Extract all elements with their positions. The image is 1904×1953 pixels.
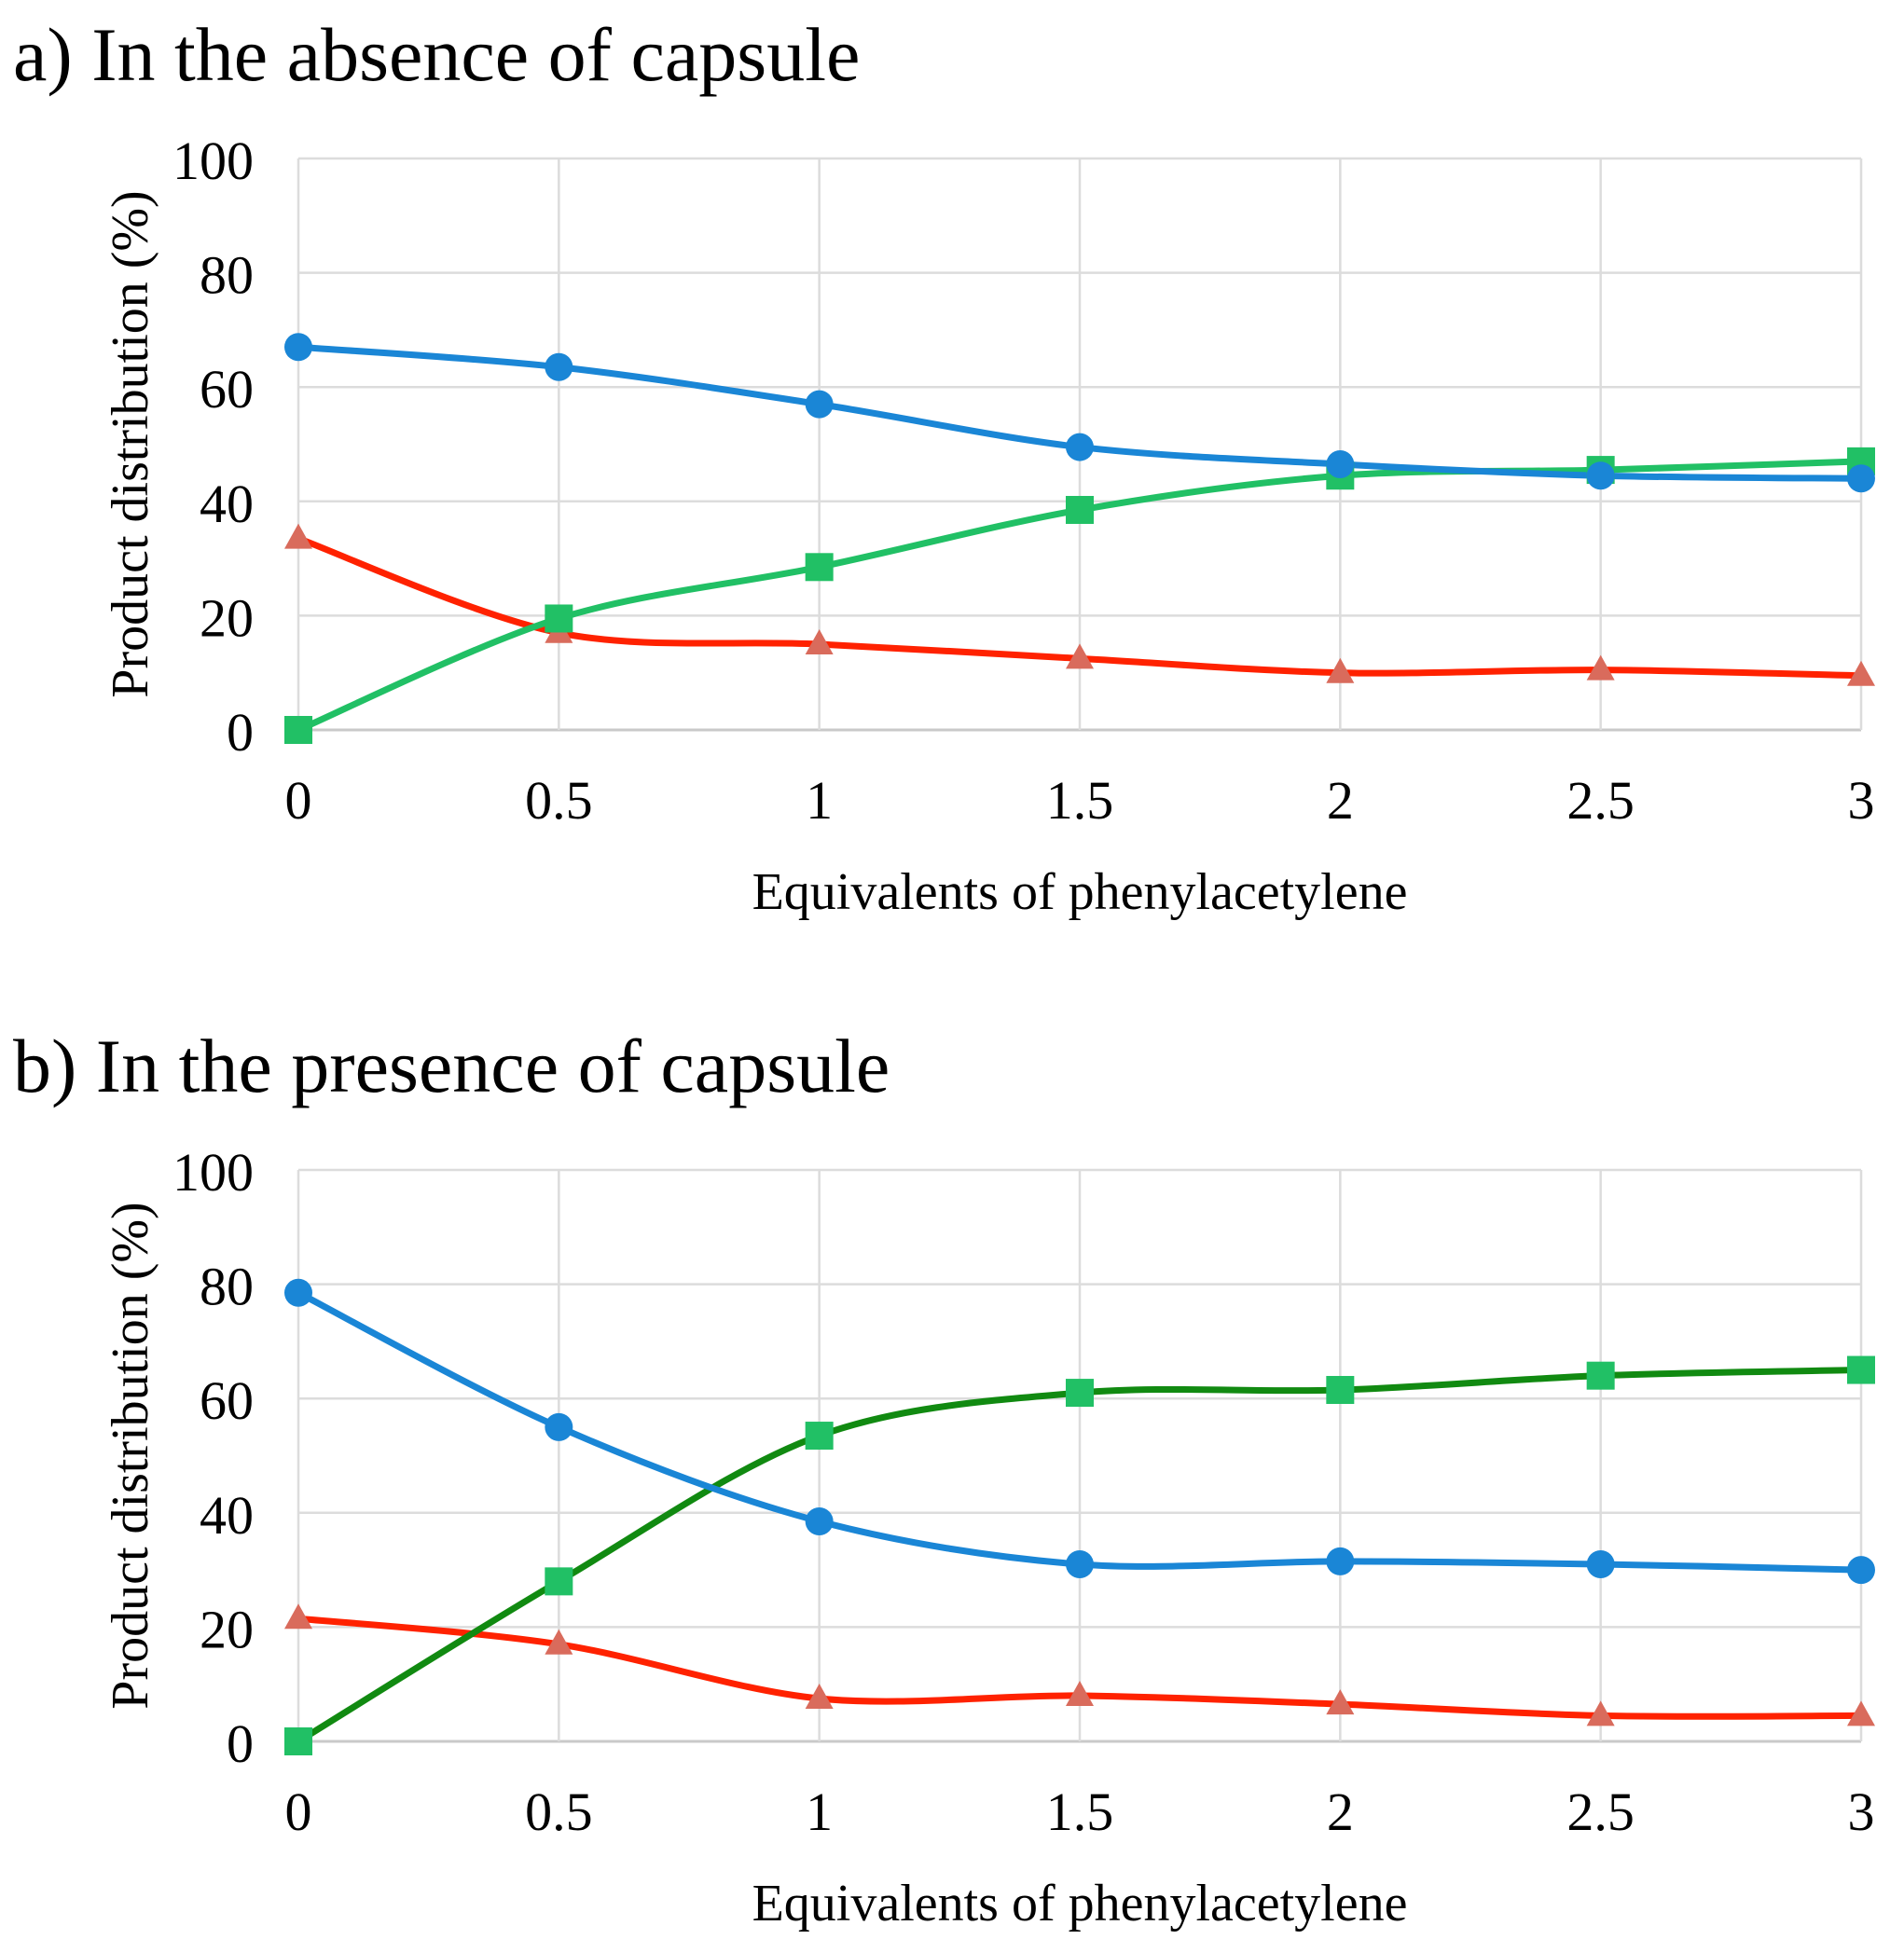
data-point-circle (1066, 1549, 1094, 1578)
x-tick-label: 1.5 (1046, 770, 1114, 831)
data-point-circle (1586, 1549, 1615, 1578)
data-point-triangle (805, 629, 834, 655)
y-tick-label: 40 (200, 474, 254, 534)
x-tick-label: 3 (1848, 1781, 1875, 1842)
x-tick-label: 0.5 (525, 770, 593, 831)
y-axis-label: Product distribution (%) (102, 190, 159, 697)
data-point-circle (284, 333, 312, 362)
data-point-square (1586, 1361, 1615, 1390)
data-point-square (1847, 1355, 1875, 1384)
data-point-triangle (1586, 654, 1615, 681)
data-point-triangle (545, 1629, 573, 1655)
data-point-triangle (1066, 643, 1094, 669)
y-tick-label: 60 (200, 359, 254, 419)
y-tick-label: 60 (200, 1370, 254, 1431)
data-point-circle (1847, 1556, 1875, 1585)
chart-panel-b: b) In the presence of capsule 0 20 40 60 80 1… (0, 1011, 1904, 1953)
data-point-circle (805, 1506, 834, 1535)
chart-title: b) In the presence of capsule (13, 1024, 890, 1108)
x-tick-label: 2.5 (1566, 1781, 1635, 1842)
data-point-square (284, 716, 312, 744)
data-point-triangle (1066, 1680, 1094, 1706)
data-point-square (545, 604, 573, 633)
x-tick-label: 0 (285, 770, 312, 831)
data-point-circle (284, 1278, 312, 1307)
y-axis-label: Product distribution (%) (102, 1202, 159, 1709)
data-point-triangle (1847, 660, 1875, 686)
y-tick-label: 0 (227, 702, 254, 763)
data-point-circle (1066, 433, 1094, 461)
y-tick-label: 80 (200, 1257, 254, 1317)
data-point-triangle (1847, 1700, 1875, 1726)
chart-panel-a: a) In the absence of capsule 0 20 40 60 80 10… (0, 0, 1904, 970)
line-chart: 0 20 40 60 80 100 0 0.5 1 1.5 2 2.5 3 Equivalents of … (102, 1142, 1875, 1932)
x-tick-label: 2 (1327, 770, 1354, 831)
x-tick-label: 0.5 (525, 1781, 593, 1842)
data-point-circle (805, 390, 834, 419)
data-point-circle (1326, 1547, 1355, 1575)
data-point-triangle (805, 1684, 834, 1710)
data-point-square (1066, 495, 1094, 524)
data-point-square (284, 1727, 312, 1755)
data-point-square (1066, 1379, 1094, 1408)
y-tick-label: 20 (200, 587, 254, 648)
data-point-square (545, 1567, 573, 1596)
chart-title: a) In the absence of capsule (13, 12, 861, 97)
data-point-triangle (1586, 1700, 1615, 1726)
line-chart: 0 20 40 60 80 100 0 0.5 1 1.5 2 2.5 3 Equivalents of … (102, 131, 1875, 921)
y-tick-label: 20 (200, 1599, 254, 1659)
x-tick-label: 2.5 (1566, 770, 1635, 831)
x-axis-label: Equivalents of phenylacetylene (752, 863, 1408, 921)
y-tick-label: 100 (172, 1142, 254, 1203)
y-tick-label: 100 (172, 131, 254, 191)
x-tick-label: 1 (806, 1781, 833, 1842)
data-point-circle (1847, 464, 1875, 493)
x-tick-label: 1.5 (1046, 1781, 1114, 1842)
data-point-triangle (284, 1603, 312, 1630)
y-tick-label: 0 (227, 1713, 254, 1774)
x-tick-label: 1 (806, 770, 833, 831)
x-tick-label: 0 (285, 1781, 312, 1842)
x-axis-label: Equivalents of phenylacetylene (752, 1875, 1408, 1932)
data-point-triangle (1326, 1689, 1355, 1715)
data-point-triangle (284, 523, 312, 549)
x-tick-label: 2 (1327, 1781, 1354, 1842)
data-point-square (805, 1422, 834, 1451)
data-point-circle (545, 352, 573, 381)
data-point-circle (1326, 449, 1355, 478)
data-point-square (805, 553, 834, 582)
data-point-square (1326, 1376, 1355, 1405)
x-tick-label: 3 (1848, 770, 1875, 831)
y-tick-label: 40 (200, 1485, 254, 1546)
data-point-triangle (1326, 657, 1355, 683)
data-point-circle (545, 1412, 573, 1441)
data-point-circle (1586, 461, 1615, 490)
y-tick-label: 80 (200, 245, 254, 306)
